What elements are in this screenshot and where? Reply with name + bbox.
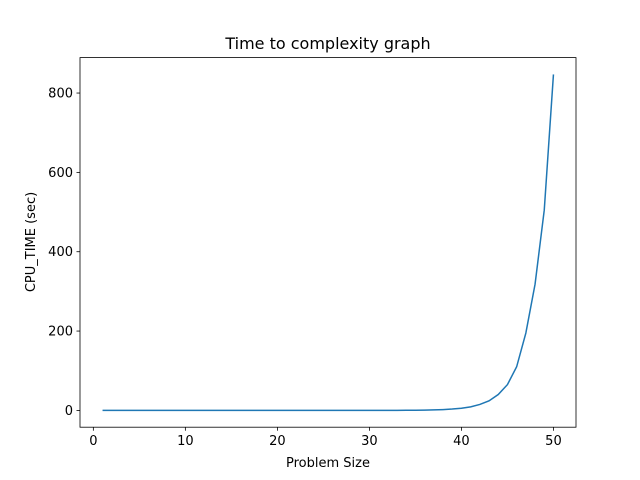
chart-title: Time to complexity graph	[224, 34, 430, 53]
axes-frame	[79, 57, 577, 428]
y-tick-label: 800	[48, 87, 73, 102]
y-axis-label: CPU_TIME (sec)	[24, 192, 39, 292]
y-tick-label: 0	[65, 404, 73, 419]
x-tick-label: 0	[89, 434, 97, 449]
x-tick-label: 20	[269, 434, 286, 449]
y-tick-label: 600	[48, 166, 73, 181]
x-tick-label: 40	[453, 434, 470, 449]
x-tick-label: 10	[177, 434, 194, 449]
line	[102, 74, 555, 412]
y-tick-label: 400	[48, 245, 73, 260]
x-tick-label: 50	[545, 434, 562, 449]
x-tick-label: 30	[361, 434, 378, 449]
x-axis-label: Problem Size	[286, 456, 370, 471]
y-tick-label: 200	[48, 325, 73, 340]
